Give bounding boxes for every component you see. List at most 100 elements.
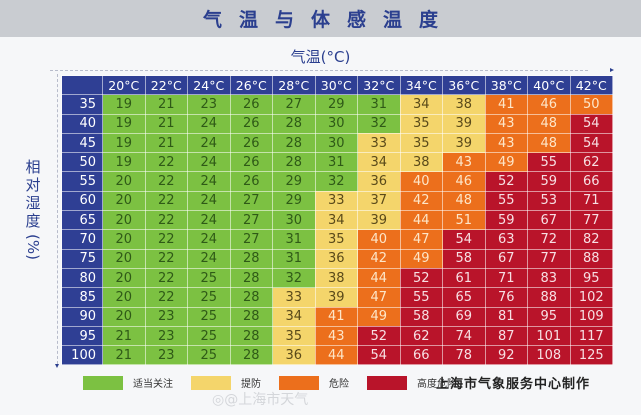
weibo-icon: ◎ bbox=[212, 392, 225, 408]
credit-text: 上海市气象服务中心制作 bbox=[436, 377, 591, 392]
heat-cell: 29 bbox=[272, 190, 316, 212]
heat-cell: 34 bbox=[272, 306, 316, 327]
heat-cell: 54 bbox=[442, 229, 486, 250]
legend-label: 高度危险 bbox=[417, 379, 457, 390]
heat-cell: 117 bbox=[569, 325, 613, 347]
heat-cell: 24 bbox=[187, 248, 231, 269]
legend-swatch-red bbox=[367, 375, 407, 390]
heat-cell: 30 bbox=[314, 113, 358, 134]
heat-cell: 58 bbox=[442, 248, 486, 269]
heat-cell: 20 bbox=[102, 190, 146, 212]
heat-cell: 66 bbox=[569, 171, 613, 192]
heat-cell: 20 bbox=[102, 210, 146, 231]
heat-cell: 27 bbox=[272, 94, 316, 115]
y-axis-arrow-icon bbox=[55, 364, 59, 368]
table-row: 35 19 21 23 26 27 29 31 34 38 41 46 50 bbox=[61, 94, 613, 115]
legend-item-caution: 提防 bbox=[191, 375, 261, 390]
heat-cell: 28 bbox=[272, 152, 316, 173]
heat-cell: 27 bbox=[229, 210, 273, 231]
row-header: 35 bbox=[61, 94, 103, 115]
legend-swatch-green bbox=[83, 375, 123, 390]
heat-cell: 78 bbox=[442, 345, 486, 366]
heat-cell: 21 bbox=[144, 113, 188, 134]
heat-cell: 20 bbox=[102, 287, 146, 308]
row-header: 100 bbox=[61, 345, 103, 366]
heat-cell: 21 bbox=[144, 94, 188, 115]
legend-item-extreme-danger: 高度危险 bbox=[367, 375, 457, 390]
heat-cell: 28 bbox=[229, 325, 273, 347]
heat-cell: 36 bbox=[272, 345, 316, 366]
heat-cell: 44 bbox=[314, 345, 358, 366]
heat-cell: 22 bbox=[144, 267, 188, 289]
heat-cell: 66 bbox=[399, 345, 443, 366]
heat-cell: 31 bbox=[357, 94, 401, 115]
heat-cell: 28 bbox=[229, 306, 273, 327]
heat-cell: 77 bbox=[569, 210, 613, 231]
heat-cell: 19 bbox=[102, 113, 146, 134]
heat-cell: 92 bbox=[484, 345, 528, 366]
heat-cell: 23 bbox=[144, 306, 188, 327]
heat-cell: 48 bbox=[442, 190, 486, 212]
y-axis-char: 对 bbox=[25, 176, 41, 194]
heat-cell: 33 bbox=[272, 287, 316, 308]
heat-cell: 22 bbox=[144, 229, 188, 250]
row-header: 60 bbox=[61, 190, 103, 212]
heat-cell: 30 bbox=[314, 132, 358, 154]
heat-cell: 49 bbox=[484, 152, 528, 173]
heat-cell: 41 bbox=[484, 94, 528, 115]
heat-cell: 55 bbox=[484, 190, 528, 212]
heat-cell: 48 bbox=[527, 132, 571, 154]
column-header: 20°C bbox=[102, 74, 146, 96]
heat-cell: 26 bbox=[229, 152, 273, 173]
heat-cell: 43 bbox=[484, 132, 528, 154]
heat-cell: 28 bbox=[229, 287, 273, 308]
table-row: 100 21 23 25 28 36 44 54 66 78 92 108 125 bbox=[61, 345, 613, 366]
corner-cell bbox=[61, 74, 103, 96]
y-axis-char: 相 bbox=[25, 158, 41, 176]
heat-cell: 37 bbox=[357, 190, 401, 212]
heat-cell: 102 bbox=[569, 287, 613, 308]
heat-cell: 24 bbox=[187, 132, 231, 154]
heat-cell: 25 bbox=[187, 287, 231, 308]
heat-cell: 47 bbox=[357, 287, 401, 308]
heat-cell: 20 bbox=[102, 248, 146, 269]
heat-cell: 55 bbox=[527, 152, 571, 173]
heat-cell: 22 bbox=[144, 248, 188, 269]
legend-label: 提防 bbox=[241, 379, 261, 390]
heat-cell: 35 bbox=[272, 325, 316, 347]
heat-cell: 39 bbox=[442, 132, 486, 154]
heat-cell: 25 bbox=[187, 325, 231, 347]
table-row: 70 20 22 24 27 31 35 40 47 54 63 72 82 bbox=[61, 229, 613, 250]
heat-cell: 76 bbox=[484, 287, 528, 308]
y-axis-char: 湿 bbox=[25, 194, 41, 212]
heat-cell: 23 bbox=[144, 345, 188, 366]
row-header: 75 bbox=[61, 248, 103, 269]
heat-cell: 34 bbox=[399, 94, 443, 115]
column-header: 28°C bbox=[272, 74, 316, 96]
heat-cell: 55 bbox=[399, 287, 443, 308]
heat-cell: 24 bbox=[187, 190, 231, 212]
legend-item-danger: 危险 bbox=[279, 375, 349, 390]
heat-index-table: 20°C 22°C 24°C 26°C 28°C 30°C 32°C 34°C 36°C 38°C… bbox=[61, 74, 613, 366]
heat-cell: 88 bbox=[569, 248, 613, 269]
column-header: 30°C bbox=[314, 74, 358, 96]
heat-cell: 67 bbox=[484, 248, 528, 269]
heat-cell: 101 bbox=[527, 325, 571, 347]
heat-cell: 22 bbox=[144, 287, 188, 308]
heat-cell: 62 bbox=[569, 152, 613, 173]
heat-cell: 29 bbox=[272, 171, 316, 192]
heat-cell: 28 bbox=[272, 132, 316, 154]
heat-cell: 28 bbox=[272, 113, 316, 134]
heat-cell: 87 bbox=[484, 325, 528, 347]
x-axis-title: 气温(°C) bbox=[290, 48, 351, 66]
column-header: 38°C bbox=[484, 74, 528, 96]
table-row: 80 20 22 25 28 32 38 44 52 61 71 83 95 bbox=[61, 267, 613, 289]
heat-cell: 26 bbox=[229, 132, 273, 154]
legend-label: 危险 bbox=[329, 379, 349, 390]
heat-cell: 41 bbox=[314, 306, 358, 327]
title-banner: 气温与体感温度 bbox=[0, 0, 641, 37]
table-row: 85 20 22 25 28 33 39 47 55 65 76 88 102 bbox=[61, 287, 613, 308]
heat-cell: 24 bbox=[187, 229, 231, 250]
heat-cell: 23 bbox=[187, 94, 231, 115]
x-axis-line bbox=[50, 70, 588, 71]
